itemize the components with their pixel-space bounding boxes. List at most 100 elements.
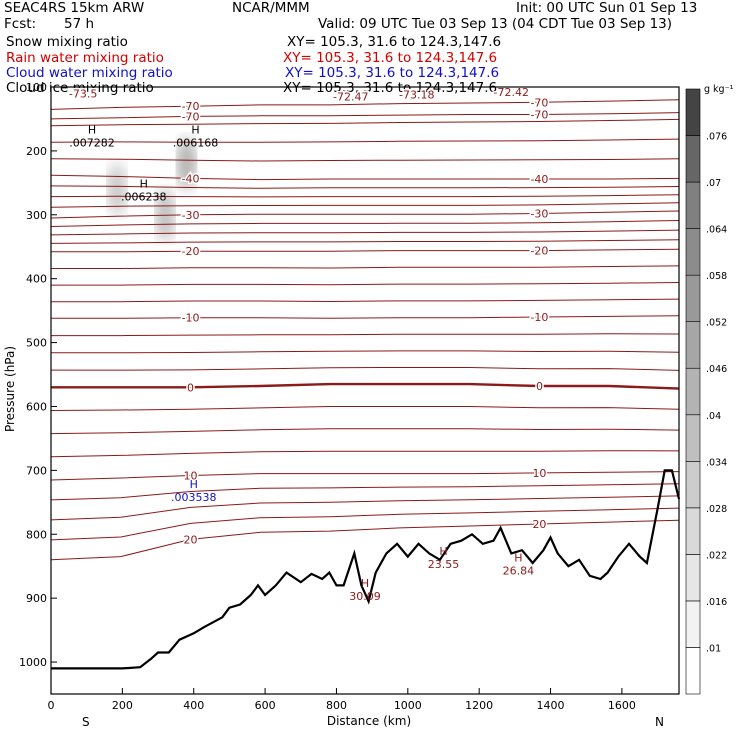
colorbar-swatch [685,228,701,276]
field-snow-xy: XY= 105.3, 31.6 to 124.3,147.6 [287,34,502,50]
isotherm-line-minor [50,194,680,198]
colorbar-level-label: .076 [706,132,727,143]
colorbar-swatch [685,88,701,136]
extremum-mark: H [514,551,522,564]
x-tick-label: 1000 [394,699,422,712]
colorbar-level-label: .04 [706,411,721,422]
isotherm-line-minor [50,202,680,208]
isotherm-line [51,382,680,390]
colorbar-swatch [685,600,701,648]
y-tick-label: 300 [26,209,47,222]
colorbar-level-label: .034 [706,457,727,468]
extremum-mark: H [140,178,148,191]
temperature-contours [50,99,680,561]
extremum-mark: H [191,123,199,136]
field-rain-label: Rain water mixing ratio [6,50,164,66]
x-tick-label: 1400 [537,699,565,712]
colorbar-level-label: .01 [706,643,721,654]
y-tick-label: 700 [26,464,47,477]
endpoint-left: S [82,715,90,729]
x-tick-label: 400 [183,699,204,712]
field-cloudice-xy: XY= 105.3, 31.6 to 124.3,147.6 [283,80,498,96]
x-tick-label: 800 [326,699,347,712]
isotherm-label: 20 [184,533,198,546]
x-axis-label: Distance (km) [327,714,411,728]
isotherm-line-minor [51,265,680,269]
isotherm-line-minor [51,350,680,354]
isotherm-label: -20 [530,245,548,258]
colorbar-level-label: .07 [706,178,721,189]
colorbar-swatch [685,367,701,416]
x-tick-label: 600 [255,699,276,712]
extremum-value: .006168 [173,136,219,149]
isotherm-line [50,112,680,120]
extremum-value-label: -72.47 [333,91,368,104]
isotherm-line-minor [50,220,680,227]
extremum-value-label: -72.42 [494,86,529,99]
isotherm-line-minor [50,118,680,127]
isotherm-line-minor [51,298,680,303]
isotherm-line-minor [50,158,680,162]
colorbar-level-label: .064 [706,225,727,236]
isotherm-line-minor [50,239,680,244]
isotherm-label: -70 [182,100,200,113]
y-tick-label: 500 [26,337,47,350]
init-label: Init: 00 UTC Sun 01 Sep 13 [516,0,698,16]
y-tick-label: 800 [26,528,47,541]
isotherm-label: -40 [530,173,548,186]
isotherm-line-minor [50,483,680,501]
field-snow-label: Snow mixing ratio [6,34,128,50]
isotherm-label: -20 [182,245,200,258]
colorbar-swatch [685,321,701,369]
isotherm-line-minor [50,138,680,143]
org-label: NCAR/MMM [232,0,310,16]
isotherm-label: -10 [530,311,548,324]
colorbar-swatch [685,135,701,183]
field-cloudice-label: Cloud ice mixing ratio [6,80,154,96]
y-tick-label-top: 100 [26,81,47,94]
y-tick-label: 400 [26,273,47,286]
extremum-value: 30.09 [349,590,381,603]
colorbar-level-label: .028 [706,504,727,515]
snow-shading-cell [108,163,127,216]
isotherm-line [50,210,680,219]
isotherm-line-minor [50,185,680,189]
colorbar-swatch [685,181,701,229]
terrain-profile [51,469,681,670]
isotherm-line [51,248,680,253]
colorbar-swatch [685,554,701,602]
colorbar-swatch [685,414,701,462]
colorbar-swatch [685,507,701,555]
y-axis: 200 300 400 500 600 700 800 900 1000 100 [19,81,57,669]
isotherm-line-minor [51,367,680,371]
snow-shading-cell [177,137,196,190]
extremum-value-label: -73.18 [399,89,434,102]
y-tick-label: 1000 [19,656,47,669]
isotherm-label: -70 [182,110,200,123]
isotherm-line-minor [51,333,680,337]
x-axis: 0 200 400 600 800 1000 1200 1400 1600 [48,688,636,712]
extremum-value: .007282 [69,136,115,149]
field-rain-xy: XY= 105.3, 31.6 to 124.3,147.6 [283,50,498,66]
colorbar-swatch [685,647,701,695]
isotherm-line-minor [50,428,680,435]
isotherm-line-minor [50,495,680,521]
isotherm-label: 0 [187,381,194,394]
isotherm-label: 10 [184,469,198,482]
isotherm-label: -70 [530,108,548,121]
extremum-value-label: -73.5 [69,87,97,100]
colorbar-swatch [685,274,701,322]
colorbar-swatch [685,461,701,509]
terrain-line [51,469,681,670]
colorbar-level-label: .046 [706,364,727,375]
isotherm-line [50,174,680,181]
y-tick-label: 600 [26,400,47,413]
colorbar-level-label: .058 [706,271,727,282]
extremum-value: .003538 [171,491,217,504]
endpoint-right: N [655,715,664,729]
isotherm-label: -10 [182,312,200,325]
isotherm-line [51,315,680,319]
isotherm-line-minor [51,282,680,286]
isotherm-line [50,99,680,110]
